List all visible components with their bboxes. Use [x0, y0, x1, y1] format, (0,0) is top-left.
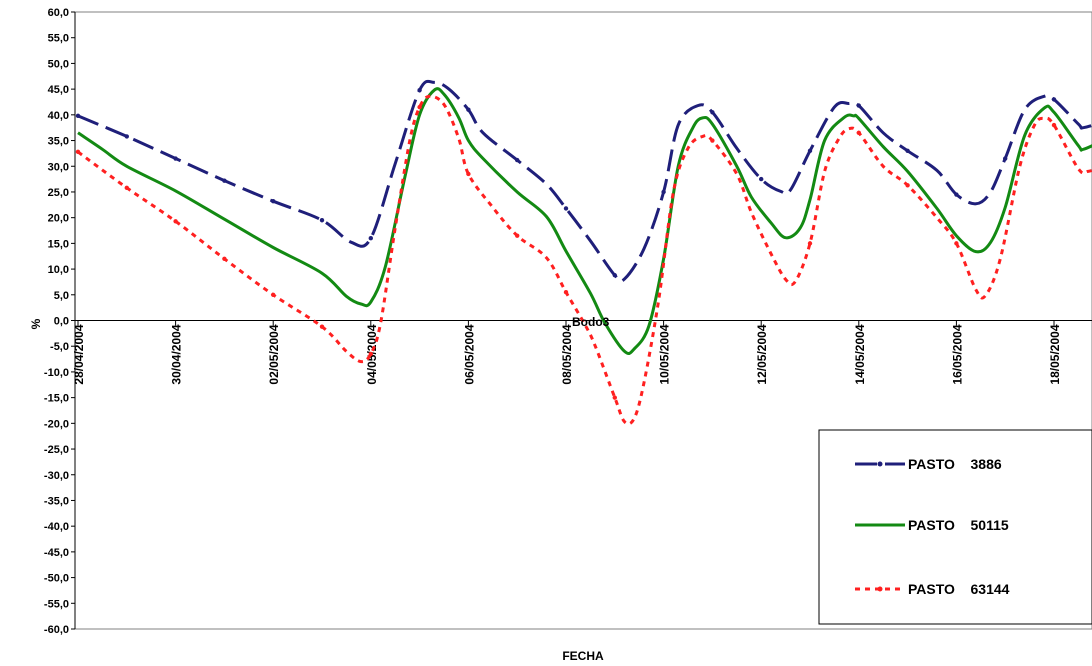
data-point: [75, 113, 81, 119]
data-point: [1003, 156, 1008, 161]
y-tick-label: 45,0: [48, 84, 69, 96]
stray-label: Bodo3: [572, 315, 610, 329]
data-point: [124, 134, 129, 139]
y-tick-label: 25,0: [48, 187, 69, 199]
x-tick-label: 06/05/2004: [462, 324, 476, 384]
y-tick-label: -35,0: [44, 495, 69, 507]
data-point: [417, 104, 422, 110]
y-tick-label: 15,0: [48, 238, 69, 250]
data-point: [173, 219, 178, 224]
x-tick-label: 18/05/2004: [1048, 324, 1062, 384]
y-tick-label: -20,0: [44, 418, 69, 430]
data-point: [759, 176, 764, 182]
data-point: [954, 192, 959, 197]
y-tick-label: 20,0: [48, 213, 69, 225]
data-point: [856, 130, 861, 136]
y-tick-label: 55,0: [48, 33, 69, 45]
y-tick-label: -50,0: [44, 573, 69, 585]
y-tick-label: -30,0: [44, 470, 69, 482]
legend-label-3: PASTO 63144: [908, 581, 1010, 597]
data-point: [173, 156, 178, 161]
x-tick-label: 30/04/2004: [170, 324, 184, 384]
y-tick-label: 10,0: [48, 264, 69, 276]
legend: PASTO 3886 PASTO 50115 PASTO 63144: [818, 429, 1092, 625]
data-point: [417, 87, 422, 93]
data-point: [466, 107, 471, 112]
data-point: [271, 199, 276, 204]
data-point: [1051, 122, 1057, 128]
x-axis-title: FECHA: [562, 649, 604, 663]
x-tick-label: 16/05/2004: [950, 324, 964, 384]
y-tick-label: -25,0: [44, 444, 69, 456]
x-axis: 28/04/200430/04/200402/05/200404/05/2004…: [72, 320, 1062, 385]
y-tick-label: 60,0: [48, 7, 69, 19]
x-tick-label: 14/05/2004: [853, 324, 867, 384]
y-axis: 60,0 55,0 50,0 45,0 40,0 35,0 30,0 25,0 20,0 15,0…: [44, 7, 76, 636]
data-point: [807, 148, 813, 154]
y-tick-label: -10,0: [44, 367, 69, 379]
series-line-3: [77, 94, 1092, 426]
legend-label-2: PASTO 50115: [908, 517, 1009, 533]
data-point: [905, 148, 910, 154]
y-tick-label: -60,0: [44, 624, 69, 636]
data-point: [905, 183, 910, 188]
data-point: [710, 138, 715, 143]
series-layer: [75, 79, 1092, 426]
legend-label-1: PASTO 3886: [908, 456, 1002, 472]
x-tick-label: 02/05/2004: [267, 324, 281, 384]
legend-marker: [877, 586, 883, 592]
data-point: [271, 292, 276, 297]
data-point: [612, 273, 617, 278]
data-point: [75, 149, 81, 155]
data-point: [319, 324, 325, 329]
data-point: [954, 241, 959, 246]
data-point: [124, 185, 129, 191]
x-tick-label: 12/05/2004: [755, 324, 769, 384]
data-point: [368, 351, 373, 357]
data-point: [222, 256, 227, 261]
y-tick-label: -55,0: [44, 598, 69, 610]
x-tick-label: 10/05/2004: [658, 324, 672, 384]
data-point: [368, 236, 373, 241]
data-point: [515, 233, 520, 238]
x-tick-label: 08/05/2004: [560, 324, 574, 384]
y-tick-label: 5,0: [54, 290, 69, 302]
data-point: [515, 157, 520, 163]
y-tick-label: -5,0: [50, 341, 69, 353]
y-tick-label: 50,0: [48, 58, 69, 70]
y-tick-label: 35,0: [48, 136, 69, 148]
x-tick-label: 28/04/2004: [72, 324, 86, 384]
data-point: [563, 206, 569, 211]
data-point: [466, 171, 471, 177]
series-line-1: [77, 79, 1092, 283]
y-tick-label: 0,0: [54, 316, 69, 328]
y-tick-label: 40,0: [48, 110, 69, 122]
data-point: [563, 290, 569, 295]
legend-box: [818, 429, 1092, 625]
y-tick-label: 30,0: [48, 161, 69, 173]
data-point: [612, 395, 617, 400]
data-point: [710, 110, 715, 115]
data-point: [661, 189, 666, 195]
y-tick-label: -45,0: [44, 547, 69, 559]
y-tick-label: -40,0: [44, 521, 69, 533]
data-point: [856, 103, 861, 108]
data-point: [222, 178, 227, 183]
legend-marker: [877, 461, 883, 467]
data-point: [1051, 97, 1057, 102]
y-tick-label: -15,0: [44, 393, 69, 405]
data-point: [807, 241, 813, 246]
y-axis-title: %: [29, 318, 43, 329]
data-point: [319, 218, 325, 223]
